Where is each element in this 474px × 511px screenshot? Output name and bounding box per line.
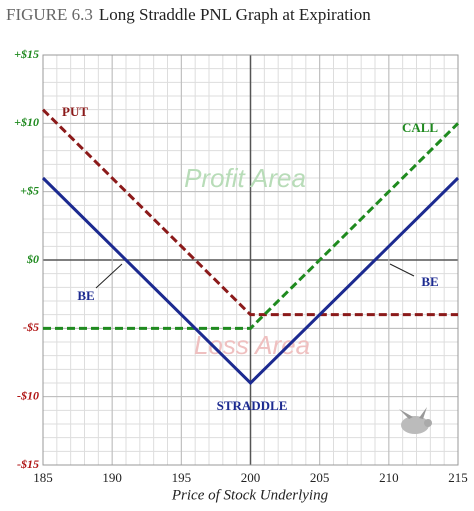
chart-title: FIGURE 6.3 Long Straddle PNL Graph at Exp… bbox=[6, 5, 371, 24]
plot-border bbox=[42, 54, 459, 466]
pointer bbox=[95, 263, 123, 289]
series-line bbox=[41, 108, 458, 317]
y-tick-label: $0 bbox=[26, 252, 39, 266]
annotation: Profit Area bbox=[184, 163, 306, 193]
series-line bbox=[43, 122, 460, 330]
figure-label: FIGURE 6.3 bbox=[6, 5, 93, 24]
y-tick-label: +$5 bbox=[20, 183, 39, 197]
series-label: PUT bbox=[62, 104, 88, 119]
pointer bbox=[389, 263, 415, 277]
y-tick-label: -$5 bbox=[23, 320, 39, 334]
x-tick-label: 215 bbox=[448, 470, 468, 485]
annotation: BE bbox=[421, 274, 438, 289]
y-tick-label: +$15 bbox=[14, 47, 39, 61]
x-tick-label: 195 bbox=[172, 470, 192, 485]
x-tick-label: 200 bbox=[241, 470, 261, 485]
pig-icon bbox=[399, 407, 432, 434]
series-line bbox=[41, 176, 460, 386]
title-text: Long Straddle PNL Graph at Expiration bbox=[99, 5, 371, 24]
series-label: CALL bbox=[402, 120, 438, 135]
x-tick-label: 185 bbox=[33, 470, 53, 485]
x-axis-label: Price of Stock Underlying bbox=[171, 487, 329, 503]
x-tick-label: 210 bbox=[379, 470, 399, 485]
y-tick-label: +$10 bbox=[14, 115, 39, 129]
x-tick-label: 190 bbox=[102, 470, 122, 485]
y-tick-label: -$15 bbox=[17, 457, 39, 471]
x-tick-label: 205 bbox=[310, 470, 330, 485]
y-tick-label: -$10 bbox=[17, 388, 39, 402]
series-label: STRADDLE bbox=[217, 398, 288, 413]
annotation: BE bbox=[77, 288, 94, 303]
